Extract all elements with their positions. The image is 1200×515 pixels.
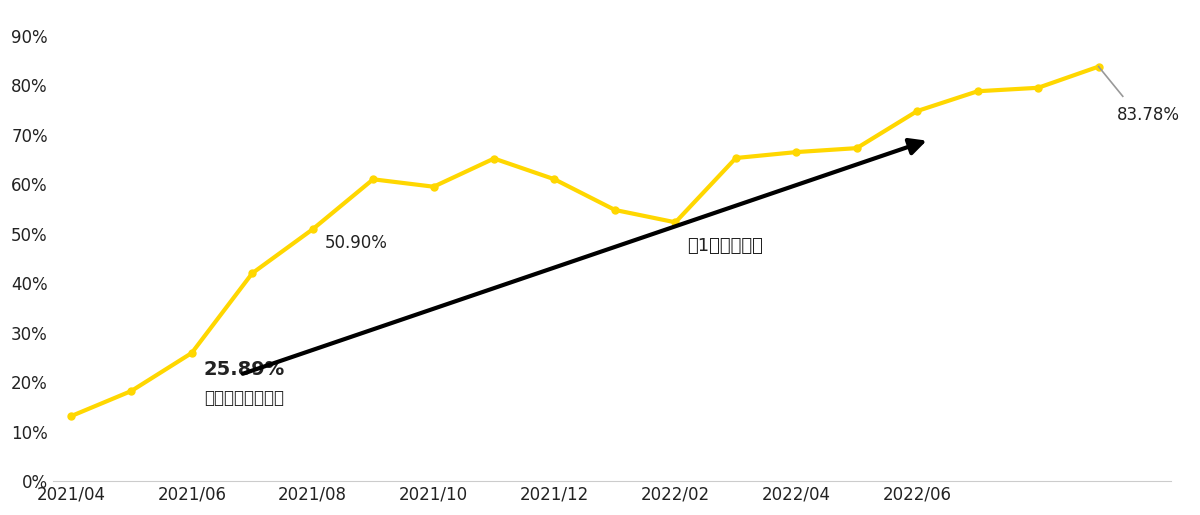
- Text: 50.90%: 50.90%: [325, 234, 388, 252]
- Text: 25.89%: 25.89%: [204, 360, 286, 380]
- Text: 約1年のスパン: 約1年のスパン: [688, 237, 763, 255]
- Text: （入国制限緩和）: （入国制限緩和）: [204, 389, 284, 406]
- Text: 83.78%: 83.78%: [1117, 106, 1180, 124]
